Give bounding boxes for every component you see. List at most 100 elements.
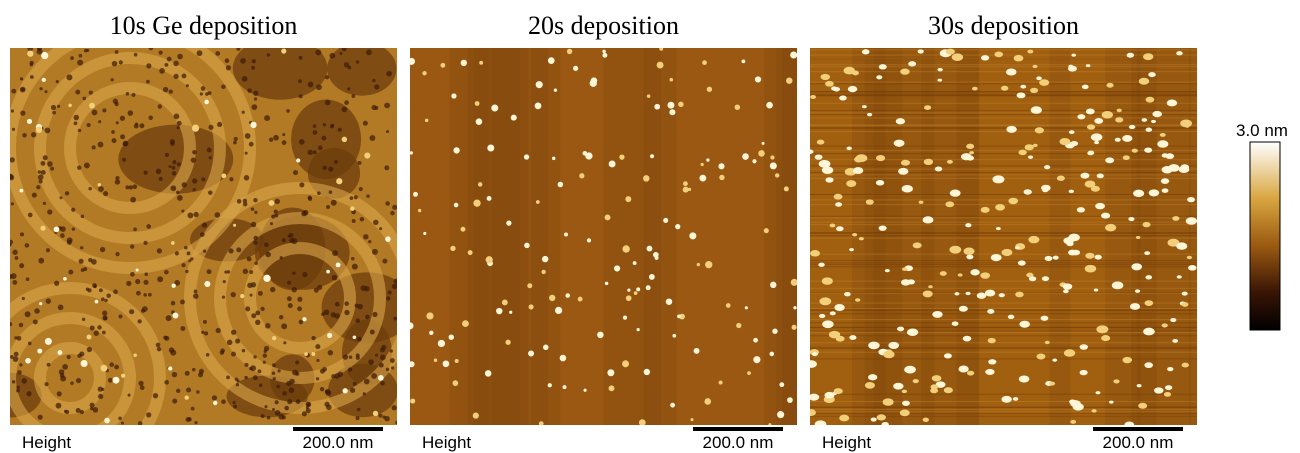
island xyxy=(413,192,418,197)
pit xyxy=(391,366,394,369)
island xyxy=(719,380,723,384)
pit xyxy=(74,121,78,125)
pit xyxy=(192,178,197,183)
island xyxy=(1187,256,1192,260)
island xyxy=(192,125,199,132)
pit xyxy=(288,303,293,308)
pit xyxy=(260,307,264,311)
pit xyxy=(286,109,290,113)
island xyxy=(985,290,995,297)
island xyxy=(755,76,761,82)
pit xyxy=(243,202,247,206)
pit xyxy=(279,315,283,319)
island xyxy=(705,261,712,268)
pit xyxy=(28,213,33,218)
pit xyxy=(129,309,134,314)
pit xyxy=(292,370,298,376)
pit xyxy=(245,133,251,139)
island xyxy=(649,274,655,280)
island xyxy=(1162,166,1173,173)
island xyxy=(697,263,700,266)
pit xyxy=(188,259,191,262)
island xyxy=(879,225,887,230)
pit xyxy=(372,105,377,110)
pit xyxy=(351,257,354,260)
island xyxy=(602,50,605,53)
scan-line xyxy=(810,174,1197,175)
island xyxy=(627,289,630,292)
pit xyxy=(20,110,25,115)
pit xyxy=(231,330,236,335)
island xyxy=(995,204,1005,211)
scan-line xyxy=(810,222,1197,223)
pit xyxy=(384,165,389,170)
scale-bar xyxy=(293,427,383,431)
pit xyxy=(334,313,339,318)
island xyxy=(876,155,885,161)
island xyxy=(981,207,990,213)
scan-line xyxy=(810,55,1197,56)
pit xyxy=(227,270,231,274)
pit xyxy=(251,282,256,287)
pit xyxy=(118,416,122,420)
panel-title: 30s deposition xyxy=(928,11,1079,40)
pit xyxy=(71,208,75,212)
island xyxy=(770,162,777,169)
island xyxy=(672,334,676,338)
pit xyxy=(87,288,91,292)
island xyxy=(678,102,683,107)
island xyxy=(937,79,942,82)
island xyxy=(683,187,689,193)
island xyxy=(1080,370,1088,375)
pit xyxy=(299,182,304,187)
scan-line xyxy=(810,127,1197,128)
island xyxy=(535,103,542,110)
pit xyxy=(272,372,276,376)
height-label: Height xyxy=(822,433,871,452)
island xyxy=(1024,189,1032,195)
island xyxy=(969,151,974,154)
island xyxy=(378,375,384,381)
island xyxy=(908,61,916,66)
pit xyxy=(184,246,188,250)
island xyxy=(1091,133,1103,141)
pit xyxy=(120,116,125,121)
pit xyxy=(31,132,36,137)
island xyxy=(68,104,71,107)
pit xyxy=(244,363,248,367)
pit xyxy=(134,53,138,57)
pit xyxy=(44,90,47,93)
island xyxy=(486,256,493,263)
scan-line xyxy=(810,91,1197,92)
island xyxy=(1095,203,1105,209)
pit xyxy=(329,190,333,194)
island xyxy=(462,320,469,327)
pit xyxy=(163,87,168,92)
island xyxy=(587,238,591,242)
pit xyxy=(78,129,81,132)
island xyxy=(958,273,963,276)
island xyxy=(1186,217,1197,225)
pit xyxy=(342,47,347,52)
island xyxy=(810,95,816,99)
island xyxy=(597,332,603,338)
scan-line xyxy=(810,281,1197,282)
island xyxy=(793,306,796,309)
pit xyxy=(191,157,196,162)
pit xyxy=(168,165,171,168)
pit xyxy=(56,80,59,83)
pit xyxy=(157,347,162,352)
pit xyxy=(91,259,97,265)
pit xyxy=(274,210,278,214)
island xyxy=(443,360,450,367)
pit xyxy=(202,222,207,227)
scan-line xyxy=(810,71,1197,72)
pit xyxy=(253,355,256,358)
island xyxy=(1028,236,1039,243)
scale-bar xyxy=(1093,427,1183,431)
island xyxy=(27,51,33,57)
pit xyxy=(244,376,247,379)
pit xyxy=(192,150,197,155)
island xyxy=(846,180,856,187)
island xyxy=(496,308,502,314)
